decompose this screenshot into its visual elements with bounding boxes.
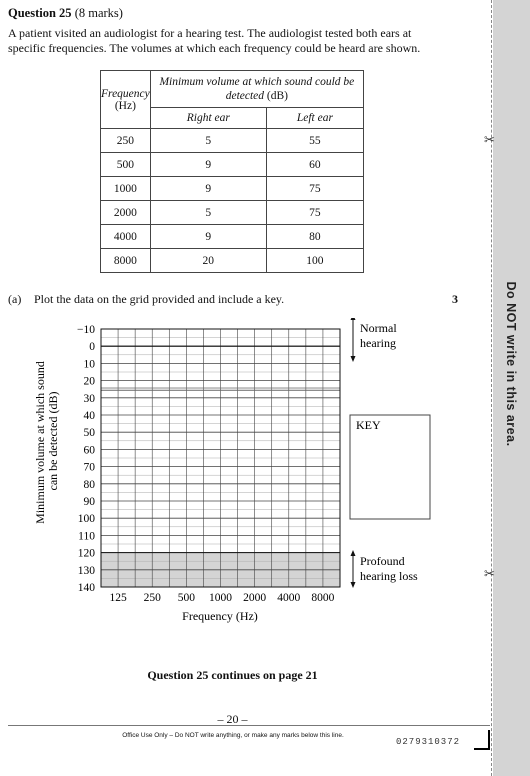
hearing-data-table: Frequency (Hz) Minimum volume at which s… (100, 70, 365, 273)
y-tick-label: 20 (84, 376, 96, 388)
question-intro: A patient visited an audiologist for a h… (8, 26, 421, 55)
left-ear-header: Left ear (265, 107, 365, 129)
audiogram-grid[interactable]: −10 0 10 20 30 40 50 60 70 80 90 100 110 120 130 140 12… (0, 318, 480, 663)
frequency-cell: 500 (100, 152, 151, 177)
x-tick-label: 8000 (311, 592, 334, 604)
grid-frame (100, 328, 341, 588)
table-row: 8000 20 100 (100, 248, 365, 273)
y-axis-tick-labels: −10 0 10 20 30 40 50 60 70 80 90 100 110 120 130 140 (77, 324, 95, 594)
y-tick-label: −10 (77, 324, 95, 336)
table-row: 2000 5 75 (100, 200, 365, 225)
x-tick-label: 1000 (209, 592, 232, 604)
continues-note: Question 25 continues on page 21 (147, 668, 318, 682)
audiogram-gridlines (100, 328, 341, 588)
key-box[interactable] (349, 414, 431, 520)
y-tick-label: 40 (84, 410, 96, 422)
right-ear-cell: 5 (149, 200, 267, 225)
frequency-header-cell: Frequency (Hz) (100, 70, 151, 129)
normal-hearing-annotation: Normal hearing (350, 318, 397, 362)
y-tick-label: 130 (78, 565, 96, 577)
y-axis-label-line-2: can be detected (dB) (46, 392, 60, 491)
part-a-instruction: Plot the data on the grid provided and i… (34, 292, 285, 306)
x-axis-label: Frequency (Hz) (182, 609, 258, 623)
table-row: 500 9 60 (100, 152, 365, 177)
y-tick-label: 50 (84, 427, 96, 439)
frequency-cell: 8000 (100, 248, 151, 273)
margin-strip (493, 0, 530, 776)
arrow-down-icon (350, 356, 356, 362)
left-ear-cell: 75 (265, 200, 365, 225)
arrow-down-icon (350, 582, 356, 588)
x-tick-label: 250 (144, 592, 162, 604)
page-number: – 20 – (217, 712, 248, 726)
y-tick-label: 140 (78, 582, 96, 594)
right-ear-header: Right ear (149, 107, 267, 129)
y-tick-label: 60 (84, 444, 96, 456)
frequency-unit: (Hz) (114, 99, 136, 112)
right-ear-cell: 9 (149, 224, 267, 249)
volume-header-wrap: Minimum volume at which sound could be d… (151, 75, 363, 103)
arrow-up-icon (350, 550, 356, 556)
frequency-header: Frequency (101, 87, 150, 100)
x-tick-label: 4000 (277, 592, 300, 604)
question-title: Question 25 (8 marks) (8, 6, 123, 21)
part-a-label: (a) (8, 292, 22, 306)
y-tick-label: 100 (78, 513, 96, 525)
frequency-cell: 2000 (100, 200, 151, 225)
x-tick-label: 125 (109, 592, 127, 604)
part-a-marks: 3 (452, 292, 458, 306)
arrow-up-icon (350, 318, 356, 320)
volume-unit: (dB) (266, 90, 289, 102)
y-tick-label: 10 (84, 358, 96, 370)
right-ear-cell: 5 (149, 128, 267, 153)
question-number: Question 25 (8, 6, 72, 20)
left-ear-cell: 75 (265, 176, 365, 201)
left-ear-cell: 100 (265, 248, 365, 273)
x-axis-tick-labels: 125 250 500 1000 2000 4000 8000 (109, 592, 334, 604)
profound-loss-label-line-1: Profound (360, 554, 405, 568)
left-ear-cell: 60 (265, 152, 365, 177)
profound-loss-label-line-2: hearing loss (360, 569, 418, 583)
office-use-note: Office Use Only – Do NOT write anything,… (122, 732, 344, 739)
table-row: 4000 9 80 (100, 224, 365, 249)
frequency-cell: 250 (100, 128, 151, 153)
scissors-icon: ✂ (484, 566, 495, 581)
normal-hearing-label-line-2: hearing (360, 336, 396, 350)
y-tick-label: 110 (78, 530, 95, 542)
y-tick-label: 120 (78, 548, 96, 560)
right-ear-cell: 9 (149, 176, 267, 201)
right-ear-cell: 20 (149, 248, 267, 273)
barcode-number: 0279310372 (396, 737, 461, 747)
table-row: 250 5 55 (100, 128, 365, 153)
scissors-icon: ✂ (484, 132, 495, 147)
x-tick-label: 2000 (243, 592, 266, 604)
left-ear-cell: 80 (265, 224, 365, 249)
volume-header: Minimum volume at which sound could be d… (159, 76, 355, 102)
x-tick-label: 500 (178, 592, 196, 604)
corner-registration-mark (474, 730, 490, 750)
footer-rule (8, 725, 490, 726)
y-tick-label: 0 (89, 341, 95, 353)
normal-hearing-label-line-1: Normal (360, 321, 397, 335)
question-marks: (8 marks) (74, 6, 123, 20)
y-axis-label-line-1: Minimum volume at which sound (33, 361, 47, 524)
volume-header-cell: Minimum volume at which sound could be d… (149, 70, 365, 108)
y-axis-label: Minimum volume at which sound can be det… (33, 358, 60, 524)
y-tick-label: 30 (84, 393, 96, 405)
frequency-cell: 1000 (100, 176, 151, 201)
margin-warning: Do NOT write in this area. (504, 281, 518, 447)
key-label: KEY (356, 418, 381, 432)
y-tick-label: 90 (84, 496, 96, 508)
left-ear-cell: 55 (265, 128, 365, 153)
y-tick-label: 80 (84, 479, 96, 491)
right-ear-cell: 9 (149, 152, 267, 177)
cut-line (491, 0, 492, 776)
profound-loss-annotation: Profound hearing loss (350, 550, 418, 588)
frequency-cell: 4000 (100, 224, 151, 249)
table-row: 1000 9 75 (100, 176, 365, 201)
y-tick-label: 70 (84, 462, 96, 474)
